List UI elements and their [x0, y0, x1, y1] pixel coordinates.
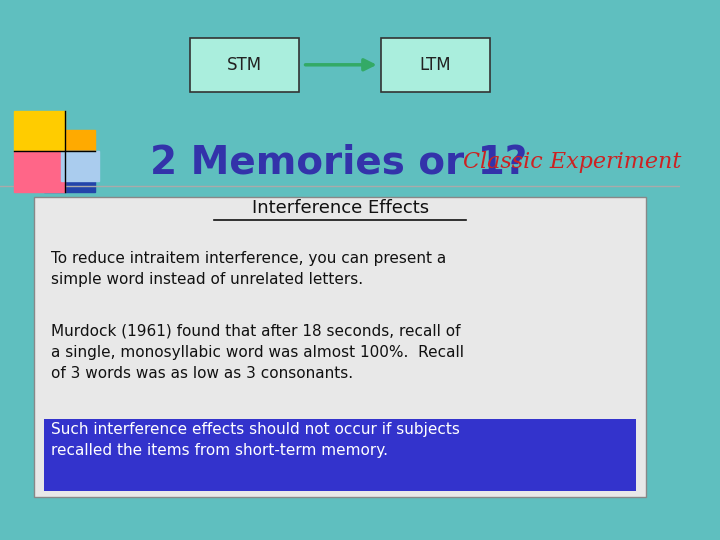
Text: STM: STM: [228, 56, 262, 74]
Text: To reduce intraitem interference, you can present a
simple word instead of unrel: To reduce intraitem interference, you ca…: [51, 251, 446, 287]
Text: Classic Experiment: Classic Experiment: [462, 151, 681, 173]
Text: Murdock (1961) found that after 18 seconds, recall of
a single, monosyllabic wor: Murdock (1961) found that after 18 secon…: [51, 324, 464, 381]
Bar: [44, 130, 95, 170]
Text: LTM: LTM: [420, 56, 451, 74]
Text: Interference Effects: Interference Effects: [251, 199, 428, 217]
FancyBboxPatch shape: [34, 197, 646, 497]
FancyBboxPatch shape: [191, 38, 300, 92]
FancyBboxPatch shape: [381, 38, 490, 92]
Bar: [61, 151, 99, 181]
Text: Such interference effects should not occur if subjects
recalled the items from s: Such interference effects should not occ…: [51, 422, 460, 458]
Text: 2 Memories or 1?: 2 Memories or 1?: [150, 143, 527, 181]
FancyBboxPatch shape: [44, 418, 636, 491]
Bar: [14, 151, 65, 192]
Bar: [14, 111, 65, 151]
Bar: [44, 151, 95, 192]
